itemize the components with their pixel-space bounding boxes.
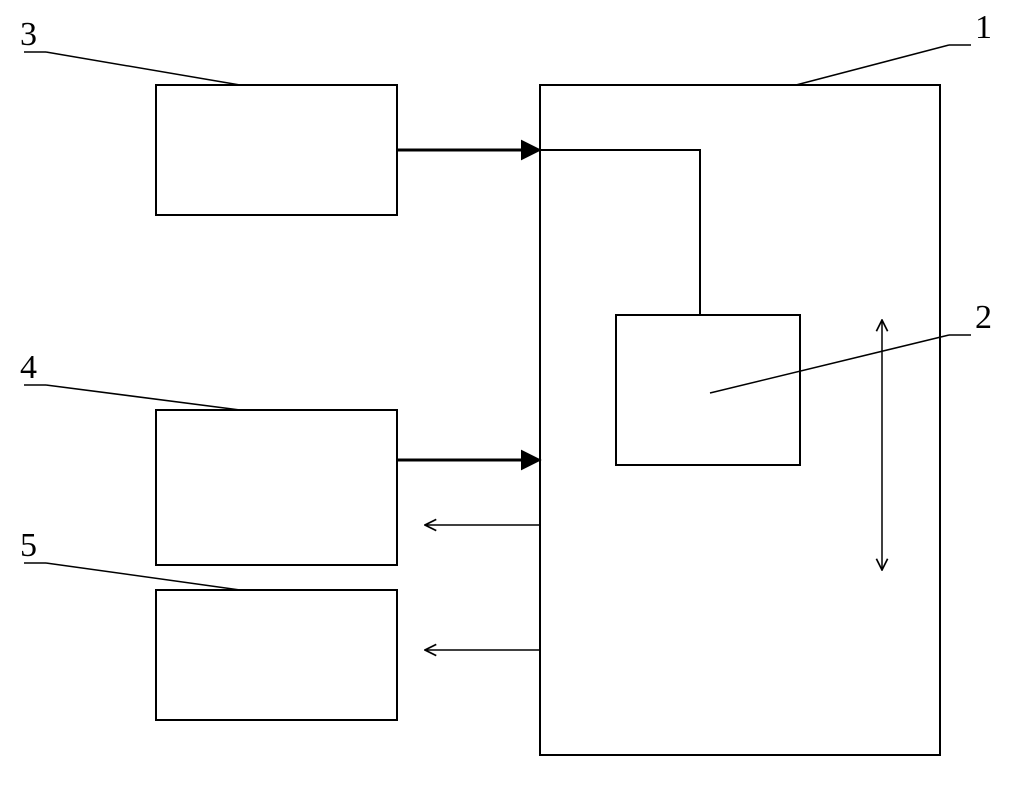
- label-5: 5: [20, 527, 37, 564]
- inner-elbow-line: [540, 150, 700, 315]
- leader-line-4: [46, 385, 240, 410]
- label-3: 3: [20, 16, 37, 53]
- label-1: 1: [975, 9, 992, 46]
- label-2: 2: [975, 299, 992, 336]
- box5-rect: [156, 590, 397, 720]
- box4-rect: [156, 410, 397, 565]
- box1-rect: [540, 85, 940, 755]
- box2-rect: [616, 315, 800, 465]
- leader-line-1: [796, 45, 949, 85]
- leader-line-3: [46, 52, 240, 85]
- box3-rect: [156, 85, 397, 215]
- leader-line-5: [46, 563, 240, 590]
- leader-line-2: [710, 335, 949, 393]
- label-4: 4: [20, 349, 37, 386]
